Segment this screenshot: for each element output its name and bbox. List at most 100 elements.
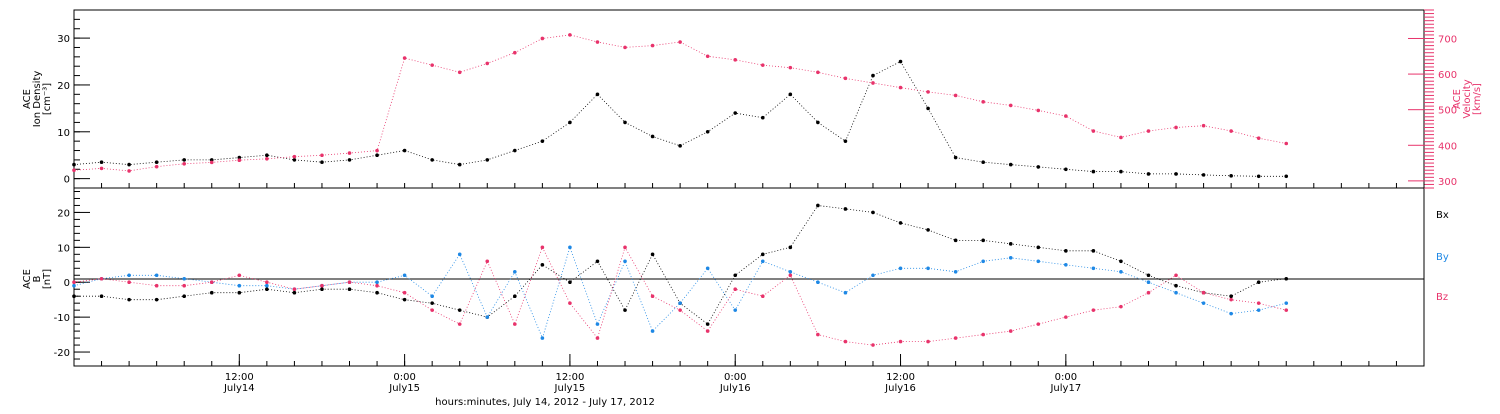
bz-point [1284, 308, 1289, 312]
bx-series [72, 203, 1289, 326]
by-point [485, 315, 490, 319]
bz-point [595, 336, 600, 340]
velocity-point [678, 40, 682, 44]
bottom-panel-frame [73, 187, 1425, 367]
ion-density-point [457, 162, 462, 167]
bz-point [871, 343, 875, 347]
velocity-tick-label: 300 [1438, 177, 1457, 188]
top-panel-frame [73, 9, 1425, 189]
density-label-line3: [cm⁻³] [42, 83, 53, 115]
by-point [871, 273, 875, 278]
bx-point [292, 290, 297, 295]
bx-point [457, 308, 462, 312]
by-point [568, 245, 572, 250]
velocity-tick-label: 600 [1438, 70, 1457, 81]
by-point [898, 266, 903, 271]
velocity-point [1229, 129, 1233, 133]
bz-point [650, 294, 655, 298]
by-point [237, 283, 242, 288]
by-point [265, 283, 269, 288]
by-point [595, 322, 600, 326]
by-point [816, 280, 820, 285]
ion-density-point [265, 153, 269, 158]
by-point [1229, 311, 1233, 316]
bz-point [788, 273, 793, 278]
density-label-line2: Ion Density [32, 71, 43, 128]
bz-point [926, 339, 930, 344]
by-point [1064, 262, 1068, 267]
bz-point [375, 283, 379, 288]
bx-point [1284, 276, 1289, 281]
b-label-line2: B [32, 275, 43, 282]
ion-density-point [953, 155, 958, 160]
ion-density-point [898, 59, 903, 64]
velocity-tick-label: 700 [1438, 34, 1457, 45]
density-tick-label: 30 [57, 34, 70, 45]
ion-density-point [513, 148, 517, 153]
by-point [72, 283, 76, 288]
bx-point [1256, 280, 1261, 285]
b-label-line1: ACE [22, 269, 33, 289]
bz-point [72, 280, 76, 285]
velocity-tick-label: 500 [1438, 106, 1457, 117]
velocity-point [1064, 114, 1068, 118]
velocity-point [1284, 141, 1289, 146]
velocity-trace [73, 34, 1287, 172]
ion-density-series [72, 59, 1289, 179]
velocity-label-line3: [km/s] [1472, 83, 1483, 115]
bz-point [1119, 304, 1123, 309]
bx-point [375, 290, 379, 295]
velocity-point [457, 70, 462, 75]
ion-density-point [154, 160, 159, 165]
velocity-point [981, 100, 985, 104]
bz-point [402, 290, 407, 295]
bz-point [1091, 308, 1096, 312]
ion-density-point [402, 148, 407, 153]
time-axis-title: hours:minutes, July 14, 2012 - July 17, … [435, 397, 655, 408]
velocity-label-line2: Velocity [1462, 79, 1473, 118]
time-tick-label: 0:00 [1055, 372, 1077, 383]
time-tick-date: July16 [884, 383, 916, 394]
legend-bx: Bx [1436, 210, 1449, 221]
bx-trace [74, 205, 1287, 325]
bx-point [898, 221, 903, 225]
bz-point [127, 280, 131, 285]
bx-point [843, 207, 848, 211]
by-point [1256, 308, 1261, 312]
bx-point [926, 228, 930, 232]
time-tick-label: 12:00 [556, 372, 585, 383]
by-point [154, 273, 159, 278]
velocity-point [898, 85, 903, 90]
by-series [72, 245, 1289, 340]
bz-point [981, 332, 985, 337]
time-axis-ticks: 12:00July140:00July1512:00July150:00July… [73, 183, 1425, 394]
bx-point [1091, 249, 1096, 253]
b-tick-label: 10 [57, 243, 70, 254]
by-point [1036, 259, 1041, 264]
bz-point [1036, 322, 1041, 326]
ion-density-trace [73, 60, 1287, 177]
bx-point [1119, 259, 1123, 264]
velocity-point [182, 161, 187, 166]
ion-density-point [1008, 162, 1013, 167]
bz-point [430, 308, 434, 312]
ion-density-point [1284, 174, 1289, 179]
b-tick-label: 20 [57, 208, 70, 219]
ion-density-point [375, 153, 379, 158]
velocity-point [375, 148, 379, 153]
ion-density-point [1036, 165, 1041, 169]
ion-density-point [1146, 172, 1151, 176]
bz-point [320, 283, 324, 288]
by-point [1201, 301, 1206, 305]
density-tick-label: 10 [57, 128, 70, 139]
by-point [926, 266, 930, 271]
density-axis-ticks: 0 10 20 30 [57, 18, 90, 186]
bx-point [127, 297, 131, 302]
bz-point [513, 322, 517, 326]
ion-density-point [430, 158, 434, 162]
legend-by: By [1436, 252, 1449, 263]
velocity-point [650, 43, 655, 48]
bz-point [1229, 297, 1233, 302]
b-tick-label: -20 [54, 348, 70, 359]
velocity-point [1174, 125, 1178, 130]
